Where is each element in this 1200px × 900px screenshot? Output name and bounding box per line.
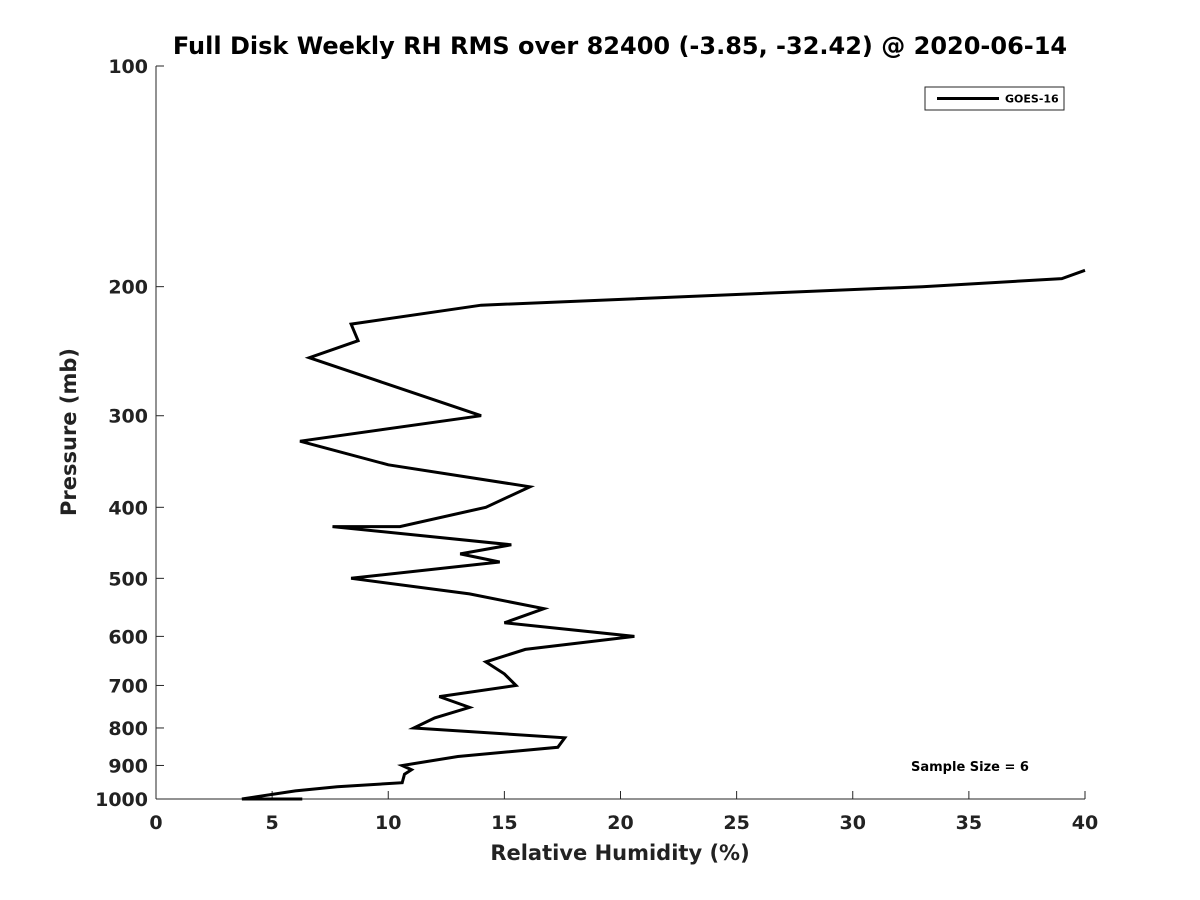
sample-size-annotation: Sample Size = 6 bbox=[911, 760, 1029, 775]
series-line-goes-16 bbox=[241, 268, 1086, 801]
y-tick-label: 200 bbox=[108, 277, 148, 299]
plot-area bbox=[156, 66, 1085, 799]
y-tick-label: 900 bbox=[108, 755, 148, 777]
x-tick-label: 35 bbox=[956, 812, 982, 834]
y-axis-label: Pressure (mb) bbox=[57, 348, 81, 516]
x-axis-label: Relative Humidity (%) bbox=[490, 841, 749, 865]
y-tick-label: 800 bbox=[108, 718, 148, 740]
y-tick-label: 400 bbox=[108, 497, 148, 519]
y-tick-label: 600 bbox=[108, 626, 148, 648]
chart-title: Full Disk Weekly RH RMS over 82400 (-3.8… bbox=[173, 32, 1067, 60]
legend: GOES-16 bbox=[924, 86, 1065, 111]
x-tick-label: 40 bbox=[1072, 812, 1098, 834]
x-tick-label: 10 bbox=[375, 812, 401, 834]
x-tick-label: 15 bbox=[491, 812, 517, 834]
series-group bbox=[241, 268, 1086, 801]
x-tick-label: 30 bbox=[840, 812, 866, 834]
y-tick-label: 1000 bbox=[95, 789, 148, 811]
y-tick-label: 300 bbox=[108, 406, 148, 428]
x-tick-label: 5 bbox=[266, 812, 279, 834]
x-tick-label: 25 bbox=[723, 812, 749, 834]
legend-entry-goes-16: GOES-16 bbox=[1005, 93, 1059, 106]
x-axis-ticks: 0 5 10 15 20 25 30 35 40 bbox=[149, 791, 1098, 834]
x-tick-label: 20 bbox=[607, 812, 633, 834]
y-axis-ticks: 100 200 300 400 500 600 700 800 900 1000 bbox=[95, 56, 164, 811]
y-tick-label: 700 bbox=[108, 675, 148, 697]
y-tick-label: 100 bbox=[108, 56, 148, 78]
x-tick-label: 0 bbox=[149, 812, 162, 834]
y-tick-label: 500 bbox=[108, 568, 148, 590]
